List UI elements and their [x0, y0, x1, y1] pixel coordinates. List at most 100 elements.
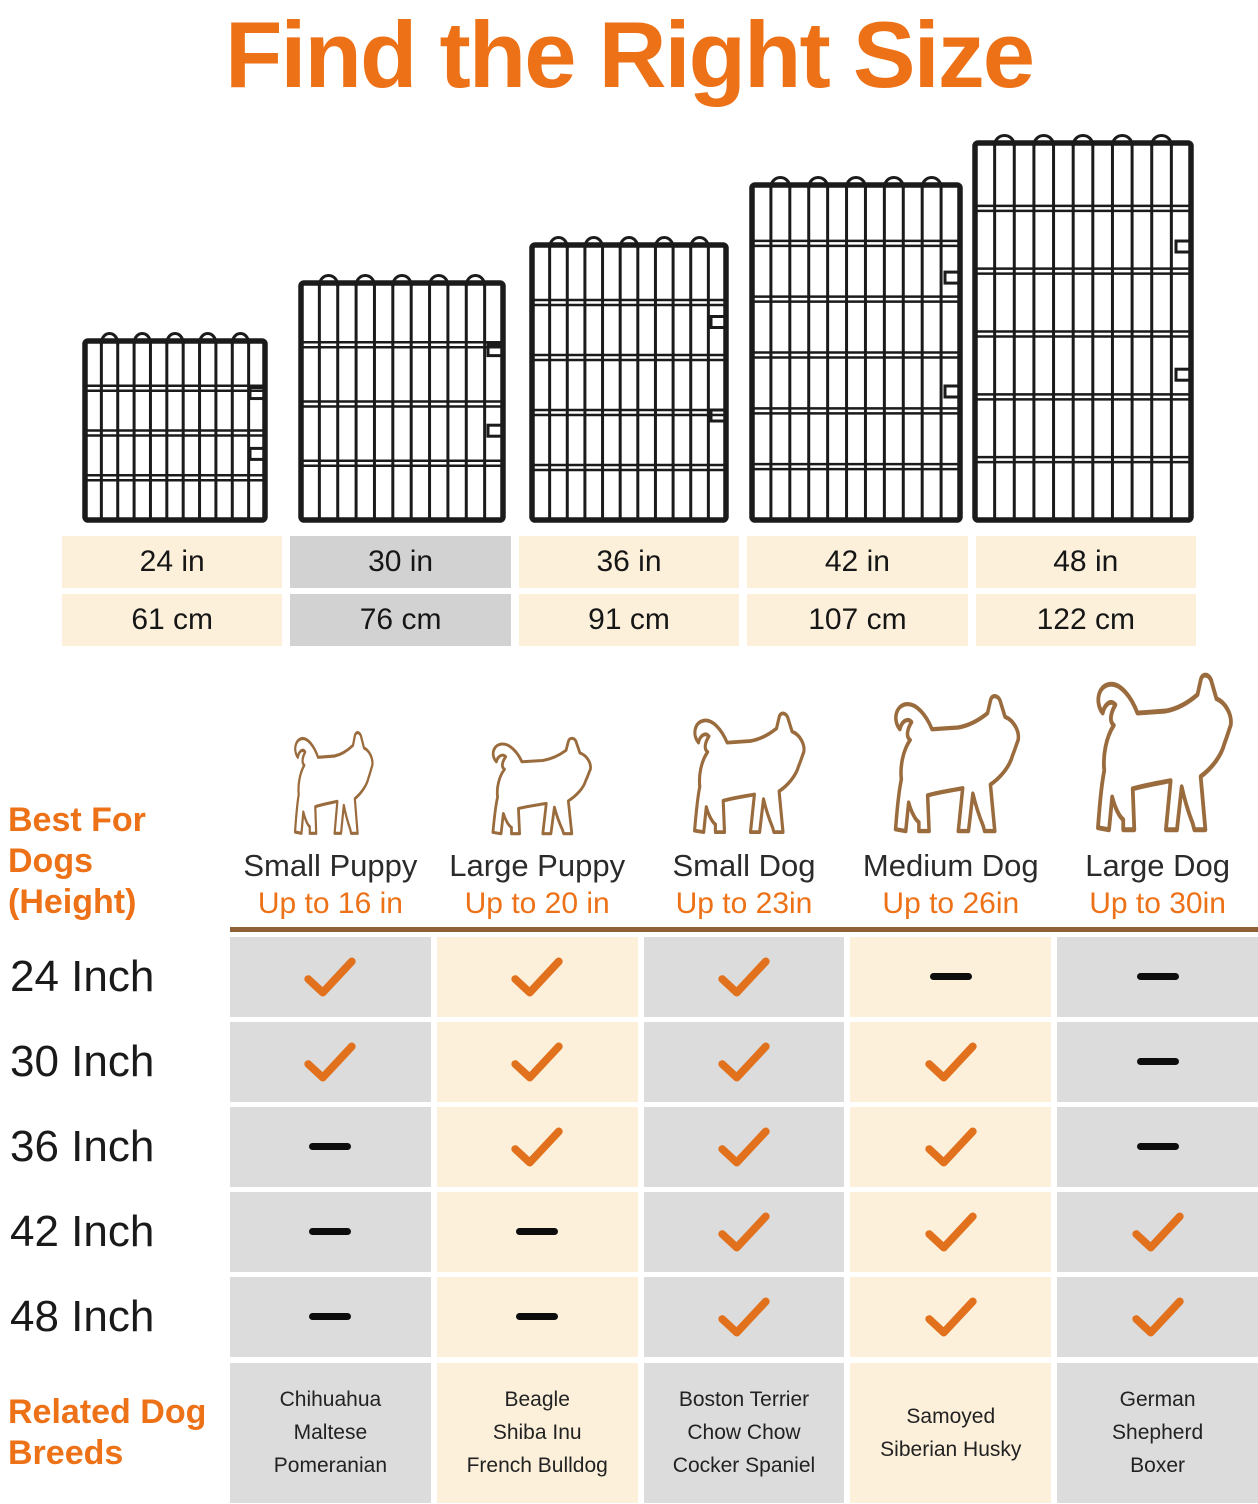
column-header-large-puppy: Large Puppy Up to 20 in — [437, 664, 638, 927]
matrix-cell — [436, 936, 638, 1017]
check-icon — [925, 1042, 977, 1081]
matrix-cell — [643, 1191, 845, 1272]
best-for-dogs-line2: (Height) — [8, 882, 137, 921]
panel-cell — [748, 171, 964, 528]
check-icon — [925, 1127, 977, 1166]
breed-name: Chihuahua — [279, 1388, 382, 1412]
matrix-cell — [643, 1276, 845, 1357]
breeds-cell: Beagle Shiba Inu French Bulldog — [436, 1362, 638, 1503]
size-inches-cell: 36 in — [518, 535, 740, 588]
medium-dog-outline-icon — [893, 693, 1020, 833]
panel-cell — [297, 269, 507, 528]
dash-icon — [1136, 973, 1179, 981]
breed-name: Cocker Spaniel — [672, 1454, 816, 1478]
matrix-cell — [643, 1021, 845, 1102]
best-for-dogs-label: Best For Dogs (Height) — [0, 800, 224, 926]
breed-name: Pomeranian — [273, 1454, 388, 1478]
check-icon — [1131, 1212, 1184, 1251]
size-cm-cell: 122 cm — [975, 593, 1196, 646]
size-guide-infographic: Find the Right Size 24 in 30 in 36 in 42 in… — [0, 4, 1258, 1503]
column-name: Small Puppy — [243, 847, 418, 883]
dash-icon — [309, 1228, 352, 1236]
check-icon — [718, 1127, 770, 1166]
matrix-cell — [436, 1021, 638, 1102]
related-breeds-row: Related Dog Breeds Chihuahua Maltese Pomer… — [0, 1362, 1258, 1503]
check-icon — [304, 1042, 357, 1081]
matrix-cell — [436, 1191, 638, 1272]
wire-panel-image-48in — [971, 133, 1194, 523]
best-for-dogs-line1: Best For Dogs — [8, 801, 146, 880]
dog-icon-box — [1057, 664, 1258, 840]
check-icon — [511, 1127, 563, 1166]
dash-icon — [929, 973, 972, 981]
size-table: 24 in 30 in 36 in 42 in 48 in 61 cm 76 cm 91 cm… — [62, 535, 1196, 646]
size-cm-cell: 107 cm — [747, 593, 968, 646]
breed-name: Samoyed — [906, 1404, 996, 1428]
matrix-cell — [850, 1106, 1052, 1187]
size-inches-cell: 30 in — [290, 535, 511, 588]
breed-name: Chow Chow — [687, 1421, 801, 1445]
dog-icon-box — [644, 664, 845, 840]
dash-icon — [1136, 1058, 1179, 1066]
wire-panel-image-30in — [298, 273, 506, 523]
column-header-medium-dog: Medium Dog Up to 26in — [850, 664, 1051, 927]
check-icon — [511, 1042, 563, 1081]
size-cm-cell: 76 cm — [290, 593, 511, 646]
panels-row — [62, 112, 1196, 528]
matrix-cell — [1057, 936, 1258, 1017]
check-icon — [718, 1212, 770, 1251]
panel-cell — [971, 129, 1195, 528]
column-max-height: Up to 16 in — [257, 886, 403, 920]
check-icon — [718, 1297, 770, 1336]
breed-name: French Bulldog — [466, 1454, 608, 1478]
breed-name: Shepherd — [1112, 1421, 1204, 1445]
breed-name: Maltese — [293, 1421, 368, 1445]
dog-icon-box — [437, 664, 638, 840]
matrix-cell — [1057, 1276, 1258, 1357]
column-name: Large Dog — [1085, 847, 1230, 883]
matrix-cell — [436, 1276, 638, 1357]
matrix-cell — [850, 1276, 1052, 1357]
large-puppy-outline-icon — [491, 736, 593, 835]
dog-icon-box — [850, 664, 1051, 840]
dash-icon — [309, 1313, 352, 1321]
breed-name: Beagle — [504, 1388, 570, 1412]
matrix-cell — [850, 1191, 1052, 1272]
column-name: Large Puppy — [449, 847, 626, 883]
column-max-height: Up to 23in — [675, 886, 813, 920]
panel-cell — [528, 231, 730, 528]
size-cm-cell: 61 cm — [62, 593, 283, 646]
check-icon — [304, 957, 357, 996]
dash-icon — [516, 1228, 559, 1236]
breeds-cell: German Shepherd Boxer — [1057, 1362, 1258, 1503]
compatibility-matrix: 24 Inch 30 Inch 36 Inch 42 Inch 48 Inch — [0, 936, 1258, 1357]
matrix-cell — [1057, 1191, 1258, 1272]
related-breeds-line1: Related Dog — [8, 1392, 207, 1431]
matrix-cell — [230, 1191, 431, 1272]
matrix-cell — [230, 1021, 431, 1102]
matrix-cell — [230, 1276, 431, 1357]
small-dog-outline-icon — [693, 711, 806, 834]
check-icon — [925, 1212, 977, 1251]
small-puppy-outline-icon — [294, 730, 374, 835]
breed-name: Boxer — [1130, 1454, 1186, 1478]
breed-name: Boston Terrier — [678, 1388, 810, 1412]
dog-icon-box — [230, 664, 431, 840]
matrix-cell — [643, 936, 845, 1017]
dash-icon — [516, 1313, 559, 1321]
matrix-cell — [850, 936, 1052, 1017]
matrix-cell — [1057, 1021, 1258, 1102]
row-label-48-inch: 48 Inch — [0, 1276, 224, 1357]
size-cm-cell: 91 cm — [518, 593, 740, 646]
check-icon — [718, 957, 770, 996]
column-max-height: Up to 26in — [882, 886, 1020, 920]
breed-name: Shiba Inu — [492, 1421, 582, 1445]
row-label-36-inch: 36 Inch — [0, 1106, 224, 1187]
breed-name: Siberian Husky — [880, 1437, 1022, 1461]
check-icon — [511, 957, 563, 996]
matrix-cell — [643, 1106, 845, 1187]
panel-cell — [81, 327, 269, 528]
breeds-cell: Boston Terrier Chow Chow Cocker Spaniel — [643, 1362, 845, 1503]
row-label-30-inch: 30 Inch — [0, 1021, 224, 1102]
related-breeds-label: Related Dog Breeds — [0, 1362, 224, 1503]
